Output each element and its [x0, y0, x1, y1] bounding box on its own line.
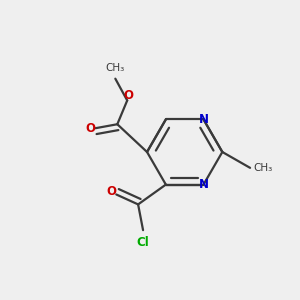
Text: CH₃: CH₃	[106, 63, 125, 73]
Text: Cl: Cl	[137, 236, 149, 249]
Text: N: N	[199, 113, 208, 126]
Text: CH₃: CH₃	[253, 163, 272, 173]
Text: N: N	[199, 178, 208, 191]
Text: O: O	[106, 185, 116, 198]
Text: O: O	[85, 122, 96, 135]
Text: O: O	[123, 89, 133, 102]
